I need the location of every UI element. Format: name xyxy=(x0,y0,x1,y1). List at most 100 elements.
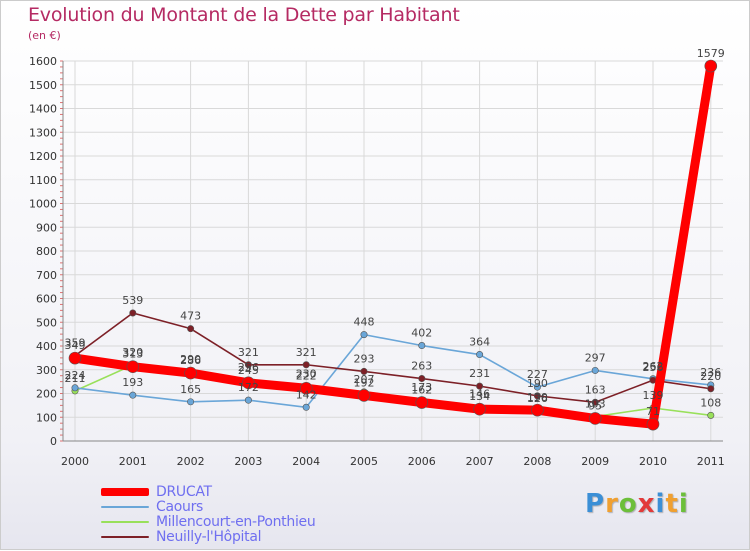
data-point xyxy=(707,411,715,419)
data-label: 448 xyxy=(354,316,375,329)
data-label: 256 xyxy=(643,361,664,374)
y-tick-label: 0 xyxy=(50,435,57,448)
data-label: 162 xyxy=(411,384,432,397)
data-point xyxy=(184,366,197,380)
data-point xyxy=(126,360,140,373)
legend-swatch xyxy=(101,521,149,523)
data-point xyxy=(129,391,137,399)
y-tick-label: 1200 xyxy=(29,150,57,163)
data-point xyxy=(476,351,484,359)
data-label: 207 xyxy=(354,373,375,386)
x-tick-label: 2005 xyxy=(350,455,378,468)
x-tick-label: 2011 xyxy=(697,455,725,468)
logo-letter: x xyxy=(637,489,656,519)
data-label: 95 xyxy=(588,399,602,412)
data-point xyxy=(302,403,310,411)
data-point xyxy=(533,392,541,400)
data-label: 71 xyxy=(646,405,660,418)
data-label: 193 xyxy=(122,376,143,389)
data-label: 263 xyxy=(411,360,432,373)
data-label: 103 xyxy=(585,398,606,411)
data-label: 173 xyxy=(411,381,432,394)
data-label: 130 xyxy=(527,391,548,404)
legend-item: Caours xyxy=(101,499,401,515)
data-point xyxy=(302,361,310,369)
data-point xyxy=(129,309,137,317)
data-point xyxy=(704,59,718,73)
data-label: 211 xyxy=(65,372,86,385)
data-label: 139 xyxy=(643,389,664,402)
legend-swatch xyxy=(101,506,149,508)
chart-legend: DRUCAT Caours Millencourt-en-Ponthieu Neuil… xyxy=(101,484,401,545)
proxiti-logo: Proxiti xyxy=(585,489,689,519)
data-label: 286 xyxy=(180,354,201,367)
data-point xyxy=(531,403,544,417)
data-point xyxy=(646,417,660,431)
y-tick-label: 100 xyxy=(36,411,57,424)
data-point xyxy=(476,382,484,390)
data-label: 190 xyxy=(527,377,548,390)
data-point xyxy=(299,381,313,395)
data-point xyxy=(187,325,195,333)
y-tick-label: 1300 xyxy=(29,126,57,139)
data-label: 108 xyxy=(700,396,721,409)
y-tick-label: 600 xyxy=(36,293,57,306)
x-tick-label: 2009 xyxy=(581,455,609,468)
data-label: 256 xyxy=(238,361,259,374)
data-point xyxy=(418,375,426,383)
logo-letter: r xyxy=(605,489,619,519)
data-label: 126 xyxy=(527,392,548,405)
data-label: 146 xyxy=(469,387,490,400)
x-tick-label: 2000 xyxy=(61,455,89,468)
x-tick-label: 2001 xyxy=(119,455,147,468)
data-label: 163 xyxy=(585,383,606,396)
data-point xyxy=(244,396,252,404)
data-label: 402 xyxy=(411,327,432,340)
data-label: 359 xyxy=(65,337,86,350)
data-point xyxy=(418,342,426,350)
series-line-3 xyxy=(70,61,716,429)
data-label: 364 xyxy=(469,336,490,349)
legend-label: Millencourt-en-Ponthieu xyxy=(156,514,316,530)
y-tick-label: 1400 xyxy=(29,103,57,116)
data-label: 297 xyxy=(585,351,606,364)
data-label: 245 xyxy=(238,364,259,377)
data-label: 236 xyxy=(700,366,721,379)
data-label: 165 xyxy=(180,383,201,396)
data-point xyxy=(242,376,255,390)
y-tick-label: 1500 xyxy=(29,79,57,92)
data-label: 321 xyxy=(238,346,259,359)
data-label: 320 xyxy=(122,346,143,359)
legend-label: Neuilly-l'Hôpital xyxy=(156,529,262,545)
x-tick-label: 2007 xyxy=(466,455,494,468)
logo-letter: i xyxy=(655,489,666,519)
legend-item: Neuilly-l'Hôpital xyxy=(101,529,401,545)
y-tick-label: 200 xyxy=(36,388,57,401)
data-point xyxy=(360,331,368,339)
x-tick-label: 2006 xyxy=(408,455,436,468)
legend-item: Millencourt-en-Ponthieu xyxy=(101,514,401,530)
y-tick-label: 900 xyxy=(36,221,57,234)
data-point xyxy=(360,367,368,375)
data-label: 192 xyxy=(354,376,375,389)
legend-item: DRUCAT xyxy=(101,484,401,500)
logo-letter: i xyxy=(678,489,689,519)
data-point xyxy=(591,398,599,406)
y-tick-label: 1000 xyxy=(29,198,57,211)
data-point xyxy=(415,396,429,409)
legend-swatch xyxy=(101,488,149,496)
data-label: 473 xyxy=(180,310,201,323)
x-tick-label: 2010 xyxy=(639,455,667,468)
y-tick-label: 400 xyxy=(36,340,57,353)
y-tick-label: 1600 xyxy=(29,55,57,68)
y-tick-label: 1100 xyxy=(29,174,57,187)
y-tick-label: 700 xyxy=(36,269,57,282)
logo-letter: o xyxy=(618,489,638,519)
data-label: 313 xyxy=(122,348,143,361)
data-label: 230 xyxy=(296,367,317,380)
legend-label: Caours xyxy=(156,499,204,515)
x-tick-label: 2003 xyxy=(234,455,262,468)
data-point xyxy=(68,351,82,365)
